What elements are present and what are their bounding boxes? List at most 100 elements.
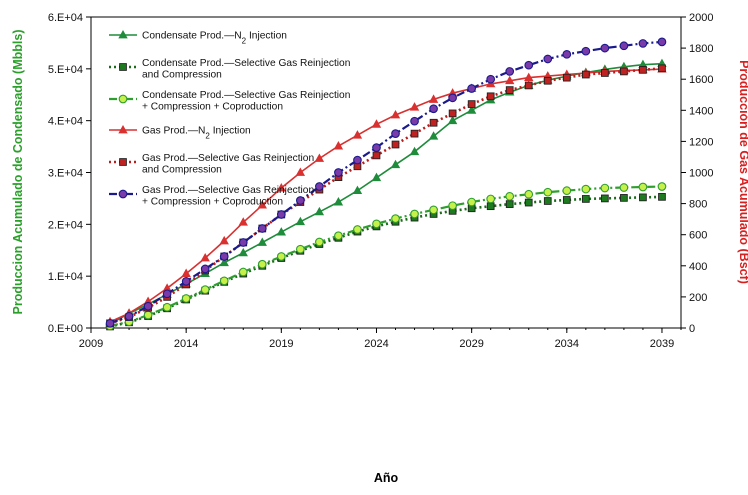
series-1 — [106, 193, 666, 331]
data-point — [429, 104, 438, 114]
data-point — [638, 39, 648, 48]
legend-swatch-marker — [118, 94, 128, 104]
data-point — [581, 70, 590, 79]
data-point — [505, 200, 514, 208]
legend-label: Gas Prod.—Selective Gas Reinjection — [142, 153, 314, 164]
data-point — [524, 81, 533, 90]
data-point — [429, 118, 438, 127]
data-point — [314, 153, 325, 162]
data-point — [372, 151, 381, 160]
right-tick-label: 0 — [689, 323, 695, 335]
data-point — [562, 196, 571, 204]
data-point — [524, 198, 533, 207]
data-point — [601, 194, 609, 203]
legend-swatch-marker — [118, 124, 128, 134]
data-point — [238, 247, 248, 257]
data-point — [486, 202, 495, 211]
x-axis-ticks: 2009 2014 2019 2024 2029 2034 2039 — [79, 328, 682, 350]
data-point — [353, 155, 362, 165]
data-point — [429, 205, 438, 215]
legend-item: Condensate Prod.—Selective Gas Reinjecti… — [109, 90, 350, 113]
x-tick-label: 2009 — [79, 338, 103, 350]
data-point — [276, 227, 287, 236]
data-point — [257, 224, 267, 233]
data-point — [105, 318, 115, 328]
right-tick-label: 1200 — [689, 136, 713, 148]
data-point — [524, 72, 534, 82]
data-point — [505, 86, 514, 94]
data-point — [295, 167, 306, 176]
right-tick-label: 200 — [689, 292, 707, 304]
data-point — [219, 257, 229, 267]
legend-swatch-marker — [118, 29, 128, 39]
x-tick-label: 2024 — [364, 338, 388, 350]
right-tick-label: 600 — [689, 230, 707, 242]
left-axis-title: Produccion Acumulado de Condensado (Mbbl… — [11, 30, 25, 315]
data-point — [448, 201, 457, 211]
data-point — [410, 209, 419, 219]
data-point — [428, 131, 439, 140]
data-point — [639, 193, 647, 202]
data-point — [371, 119, 382, 128]
data-point — [352, 185, 363, 195]
right-tick-label: 1400 — [689, 105, 713, 117]
data-point — [600, 183, 610, 193]
data-point — [391, 140, 400, 149]
legend: Condensate Prod.—N2 Injection Condensate … — [109, 29, 350, 208]
data-point — [410, 129, 419, 138]
data-point — [334, 231, 343, 241]
data-point — [543, 54, 553, 64]
data-point — [410, 116, 419, 126]
data-point — [543, 197, 552, 205]
data-point — [200, 264, 210, 274]
data-point — [257, 200, 267, 209]
data-point — [143, 310, 153, 320]
data-point — [162, 302, 172, 312]
data-point — [295, 216, 306, 226]
right-tick-label: 1800 — [689, 43, 713, 55]
data-point — [524, 189, 534, 199]
data-point — [505, 67, 515, 76]
right-axis-ticks: 0 200 400 600 800 1000 1200 1400 1600 1800 2000 — [681, 12, 713, 335]
data-point — [505, 75, 515, 85]
legend-label: and Compression — [142, 70, 222, 81]
x-tick-label: 2039 — [650, 338, 674, 350]
data-point — [620, 194, 628, 202]
x-tick-label: 2019 — [269, 338, 293, 350]
data-point — [333, 141, 344, 150]
right-tick-label: 800 — [689, 199, 707, 211]
data-point — [467, 84, 476, 93]
legend-label: and Compression — [142, 165, 222, 176]
x-tick-label: 2014 — [174, 338, 198, 350]
left-tick-label: 3.E+04 — [48, 168, 83, 180]
data-point — [428, 94, 439, 103]
series-5 — [105, 37, 667, 328]
legend-label: Gas Prod.—N2 Injection — [142, 126, 251, 141]
data-point — [276, 210, 286, 219]
right-tick-label: 400 — [689, 261, 707, 273]
left-tick-label: 1.E+04 — [48, 271, 83, 283]
left-tick-label: 2.E+04 — [48, 219, 83, 231]
data-point — [524, 60, 534, 70]
left-tick-label: 0.E+00 — [48, 323, 83, 335]
data-point — [181, 277, 191, 286]
data-point — [619, 183, 629, 192]
data-point — [409, 102, 420, 111]
data-point — [296, 196, 305, 205]
data-point — [181, 294, 191, 303]
left-tick-label: 6.E+04 — [48, 12, 83, 24]
data-point — [639, 66, 647, 74]
data-point — [143, 301, 153, 311]
data-point — [638, 182, 648, 192]
data-point — [486, 74, 496, 84]
data-point — [658, 64, 666, 73]
data-point — [353, 225, 362, 234]
data-point — [467, 197, 476, 207]
series-2 — [105, 182, 667, 331]
data-point — [543, 187, 553, 197]
data-point — [238, 238, 248, 247]
data-point — [581, 195, 590, 203]
data-point — [620, 67, 628, 76]
data-point — [162, 289, 172, 299]
